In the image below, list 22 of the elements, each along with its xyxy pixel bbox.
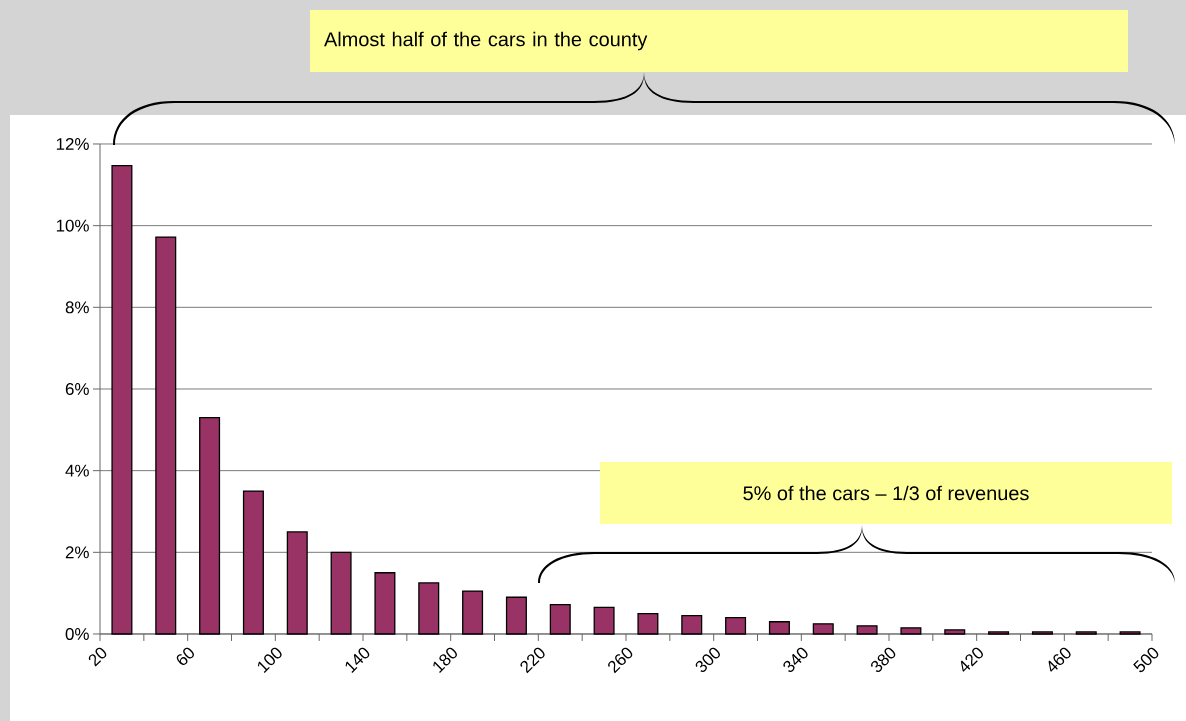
y-tick-label: 8% bbox=[65, 301, 89, 314]
x-tick-label: 220 bbox=[520, 647, 545, 674]
x-tick-label: 100 bbox=[257, 647, 282, 673]
text: Almost half of the cars in the county bbox=[324, 31, 648, 51]
x-tick-label: 60 bbox=[176, 647, 194, 665]
y-tick-label: 10% bbox=[56, 219, 89, 232]
x-tick-label: 300 bbox=[695, 647, 720, 673]
x-tick-label: 140 bbox=[345, 647, 370, 673]
x-tick-label: 500 bbox=[1133, 647, 1159, 673]
x-tick-label: 180 bbox=[433, 647, 457, 673]
annotation: 5% of the cars – 1/3 of revenues bbox=[743, 485, 1029, 501]
x-tick-label: 260 bbox=[608, 647, 633, 674]
y-tick-label: 2% bbox=[65, 546, 89, 559]
x-tick-label: 420 bbox=[960, 647, 983, 672]
x-tick-label: 20 bbox=[88, 647, 107, 667]
y-tick-label: 0% bbox=[65, 627, 89, 640]
y-tick-label: 6% bbox=[65, 382, 89, 395]
x-tick-label: 460 bbox=[1048, 647, 1071, 672]
x-tick-label: 380 bbox=[871, 647, 896, 673]
y-tick-label: 4% bbox=[65, 464, 89, 477]
y-tick-label: 12% bbox=[56, 138, 89, 150]
x-tick-label: 340 bbox=[783, 647, 808, 673]
